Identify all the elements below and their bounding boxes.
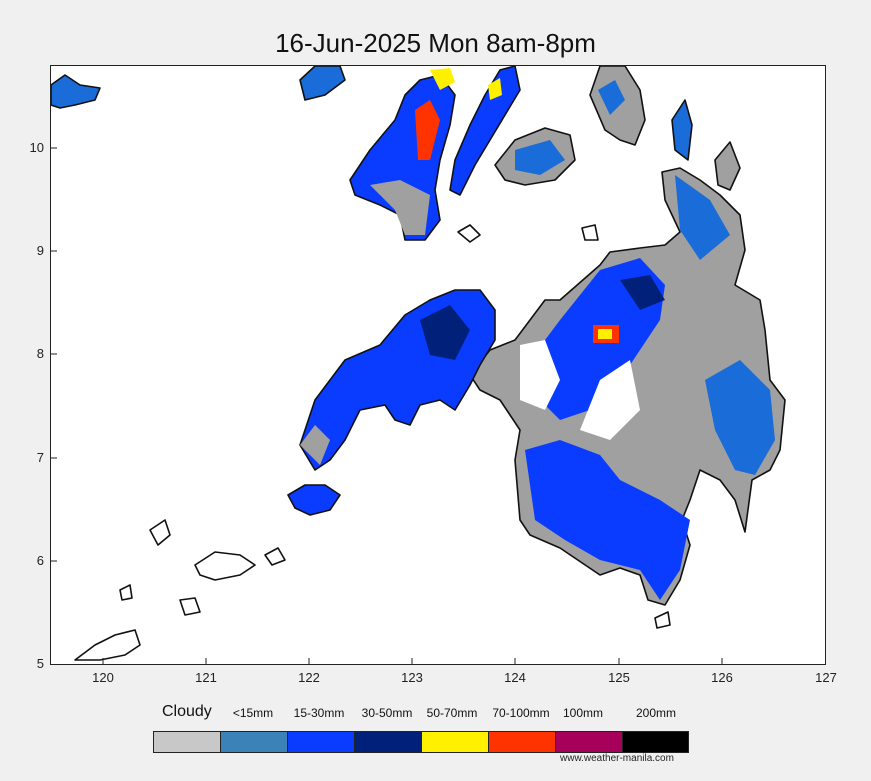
- sulu-island-1: [194, 551, 256, 581]
- x-tick-121: 121: [195, 670, 217, 685]
- cebu-moderate-rain: [488, 78, 502, 100]
- y-tick-6: 6: [36, 553, 44, 568]
- leyte-rain: [598, 80, 625, 115]
- x-tick-125: 125: [608, 670, 630, 685]
- x-tick-123: 123: [401, 670, 423, 685]
- legend-swatch-lt15: [220, 731, 288, 753]
- negros-heavy-rain: [415, 100, 440, 160]
- y-tick-5: 5: [36, 656, 44, 671]
- x-tick-127: 127: [815, 670, 837, 685]
- x-tick-122: 122: [298, 670, 320, 685]
- sulu-island-6: [654, 611, 671, 629]
- y-tick-9: 9: [36, 243, 44, 258]
- legend-label-200: 200mm: [635, 706, 676, 720]
- bohol-rain: [515, 140, 565, 175]
- zamboanga-rain-core: [420, 305, 470, 360]
- moderate-rain-core: [598, 329, 612, 339]
- clear-area-mindanao: [520, 340, 560, 410]
- basilan-island: [287, 484, 341, 516]
- legend-swatch-50-70: [421, 731, 489, 753]
- tawi-tawi-island: [74, 629, 141, 661]
- legend-label-70-100: 70-100mm: [492, 706, 550, 720]
- sulu-island-3: [179, 597, 201, 616]
- legend-label-15-30: 15-30mm: [293, 706, 345, 720]
- legend-swatch-30-50: [354, 731, 422, 753]
- clear-area-central: [580, 360, 640, 440]
- legend-label-50-70: 50-70mm: [426, 706, 478, 720]
- x-tick-120: 120: [92, 670, 114, 685]
- zamboanga-peninsula: [299, 289, 496, 471]
- map-title: 16-Jun-2025 Mon 8am-8pm: [275, 28, 596, 58]
- negros-cloud: [370, 180, 430, 235]
- sulu-island-4: [264, 547, 286, 566]
- dinagat-island: [671, 99, 693, 161]
- rain-blob-mindanao-east: [705, 360, 775, 475]
- x-tick-126: 126: [711, 670, 733, 685]
- sulu-island-2: [149, 519, 171, 546]
- legend-label-100: 100mm: [562, 706, 603, 720]
- y-tick-7: 7: [36, 450, 44, 465]
- guimaras-fragment: [299, 66, 346, 101]
- negros-moderate-rain: [430, 68, 455, 90]
- rain-blob-mindanao-north: [675, 175, 730, 260]
- cebu-island: [449, 66, 521, 196]
- legend-label-30-50: 30-50mm: [361, 706, 413, 720]
- legend-label-lt15: <15mm: [232, 706, 274, 720]
- zamboanga-cloud-edge: [300, 425, 330, 465]
- legend-swatch-cloudy: [153, 731, 221, 753]
- sulu-island-5: [119, 584, 133, 601]
- siquijor-island: [457, 224, 481, 243]
- legend-swatch-100: [555, 731, 623, 753]
- rain-blob-mindanao-south: [525, 440, 690, 600]
- legend-title: Cloudy: [162, 703, 212, 720]
- legend-swatch-200: [622, 731, 689, 753]
- y-tick-10: 10: [29, 140, 44, 155]
- legend-swatch-70-100: [488, 731, 556, 753]
- siargao-island: [714, 141, 741, 191]
- legend-swatch-15-30: [287, 731, 355, 753]
- credit-text: www.weather-manila.com: [560, 753, 674, 764]
- camiguin-island: [581, 224, 599, 241]
- y-tick-8: 8: [36, 346, 44, 361]
- panay-fragment: [51, 74, 101, 109]
- rain-core-mindanao: [620, 275, 665, 310]
- x-tick-124: 124: [504, 670, 526, 685]
